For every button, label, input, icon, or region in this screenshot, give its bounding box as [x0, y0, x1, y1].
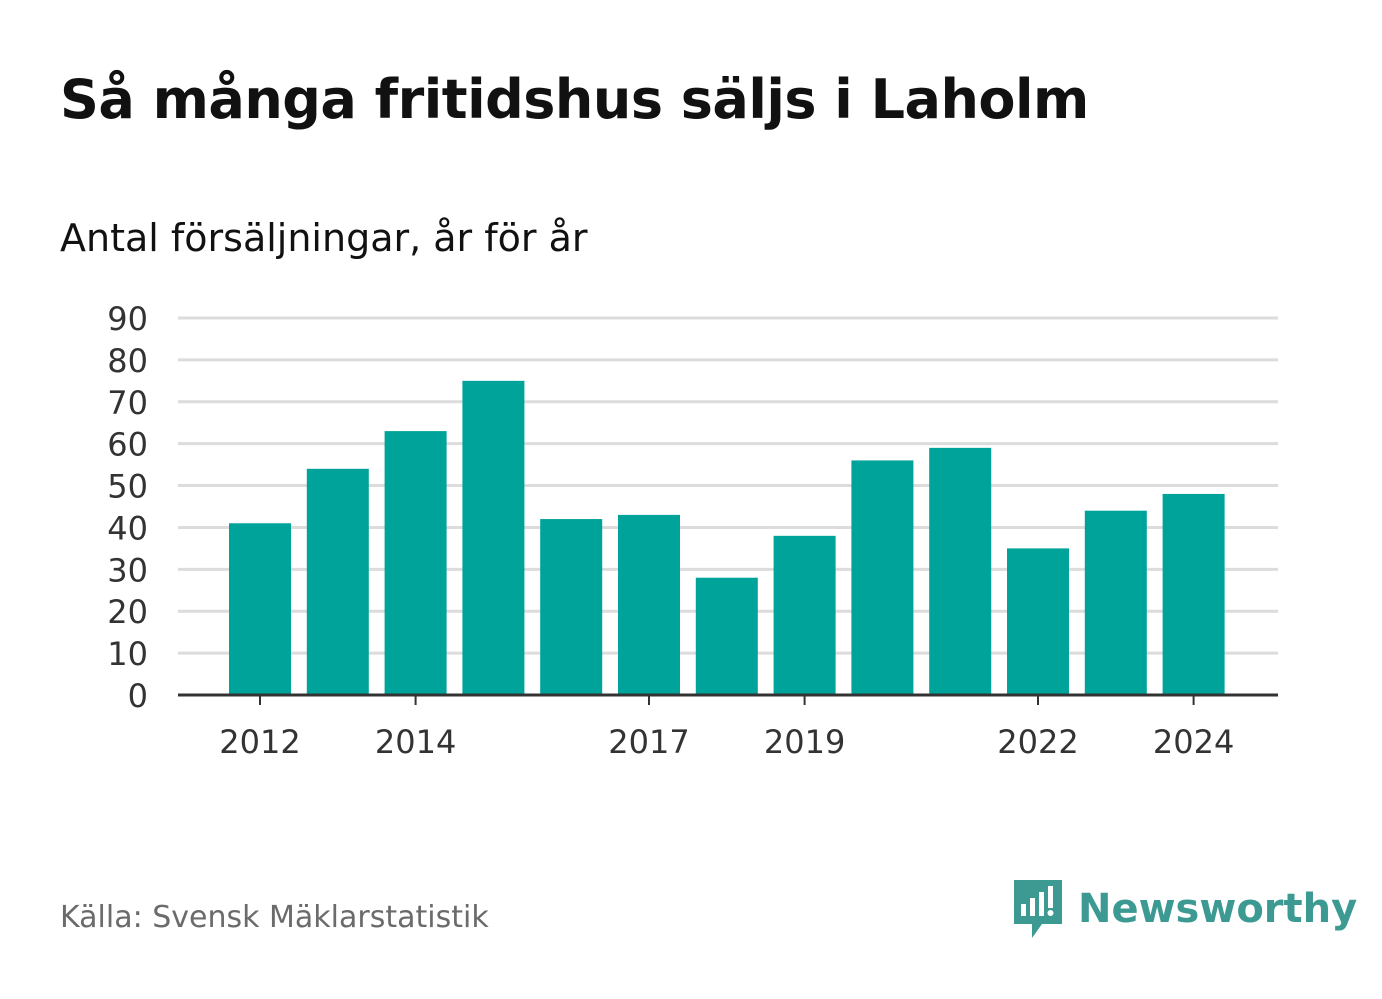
- bar-2021: [929, 447, 992, 695]
- bar-2020: [851, 460, 914, 695]
- bar-2014: [384, 431, 447, 695]
- bar-2012: [229, 523, 291, 695]
- y-tick-label: 0: [128, 677, 148, 715]
- x-tick-label: 2019: [764, 723, 845, 761]
- x-tick-label: 2014: [375, 723, 456, 761]
- chart-subtitle: Antal försäljningar, år för år: [60, 216, 588, 260]
- y-tick-label: 80: [107, 342, 148, 380]
- newsworthy-logo-icon: [1014, 880, 1062, 938]
- x-tick-label: 2024: [1153, 723, 1234, 761]
- bar-2018: [695, 577, 758, 695]
- brand-logo: Newsworthy: [1012, 878, 1357, 940]
- bar-2019: [773, 535, 836, 695]
- x-tick-label: 2012: [219, 723, 300, 761]
- y-tick-label: 30: [107, 551, 148, 589]
- y-tick-label: 40: [107, 509, 148, 547]
- bar-2015: [462, 380, 525, 695]
- y-tick-label: 20: [107, 593, 148, 631]
- y-tick-label: 70: [107, 384, 148, 422]
- y-tick-label: 60: [107, 426, 148, 464]
- x-tick-label: 2017: [608, 723, 689, 761]
- source-note: Källa: Svensk Mäklarstatistik: [60, 900, 489, 935]
- bar-2024: [1162, 493, 1225, 695]
- bar-2017: [618, 514, 680, 695]
- y-tick-label: 50: [107, 468, 148, 506]
- y-tick-label: 10: [107, 635, 148, 673]
- chart-title: Så många fritidshus säljs i Laholm: [60, 68, 1089, 131]
- bar-2016: [540, 519, 603, 695]
- bar-2023: [1084, 510, 1147, 695]
- x-tick-label: 2022: [997, 723, 1078, 761]
- brand-name: Newsworthy: [1078, 886, 1358, 932]
- bar-2013: [306, 468, 369, 695]
- bar-2022: [1007, 548, 1069, 695]
- y-tick-label: 90: [107, 300, 148, 338]
